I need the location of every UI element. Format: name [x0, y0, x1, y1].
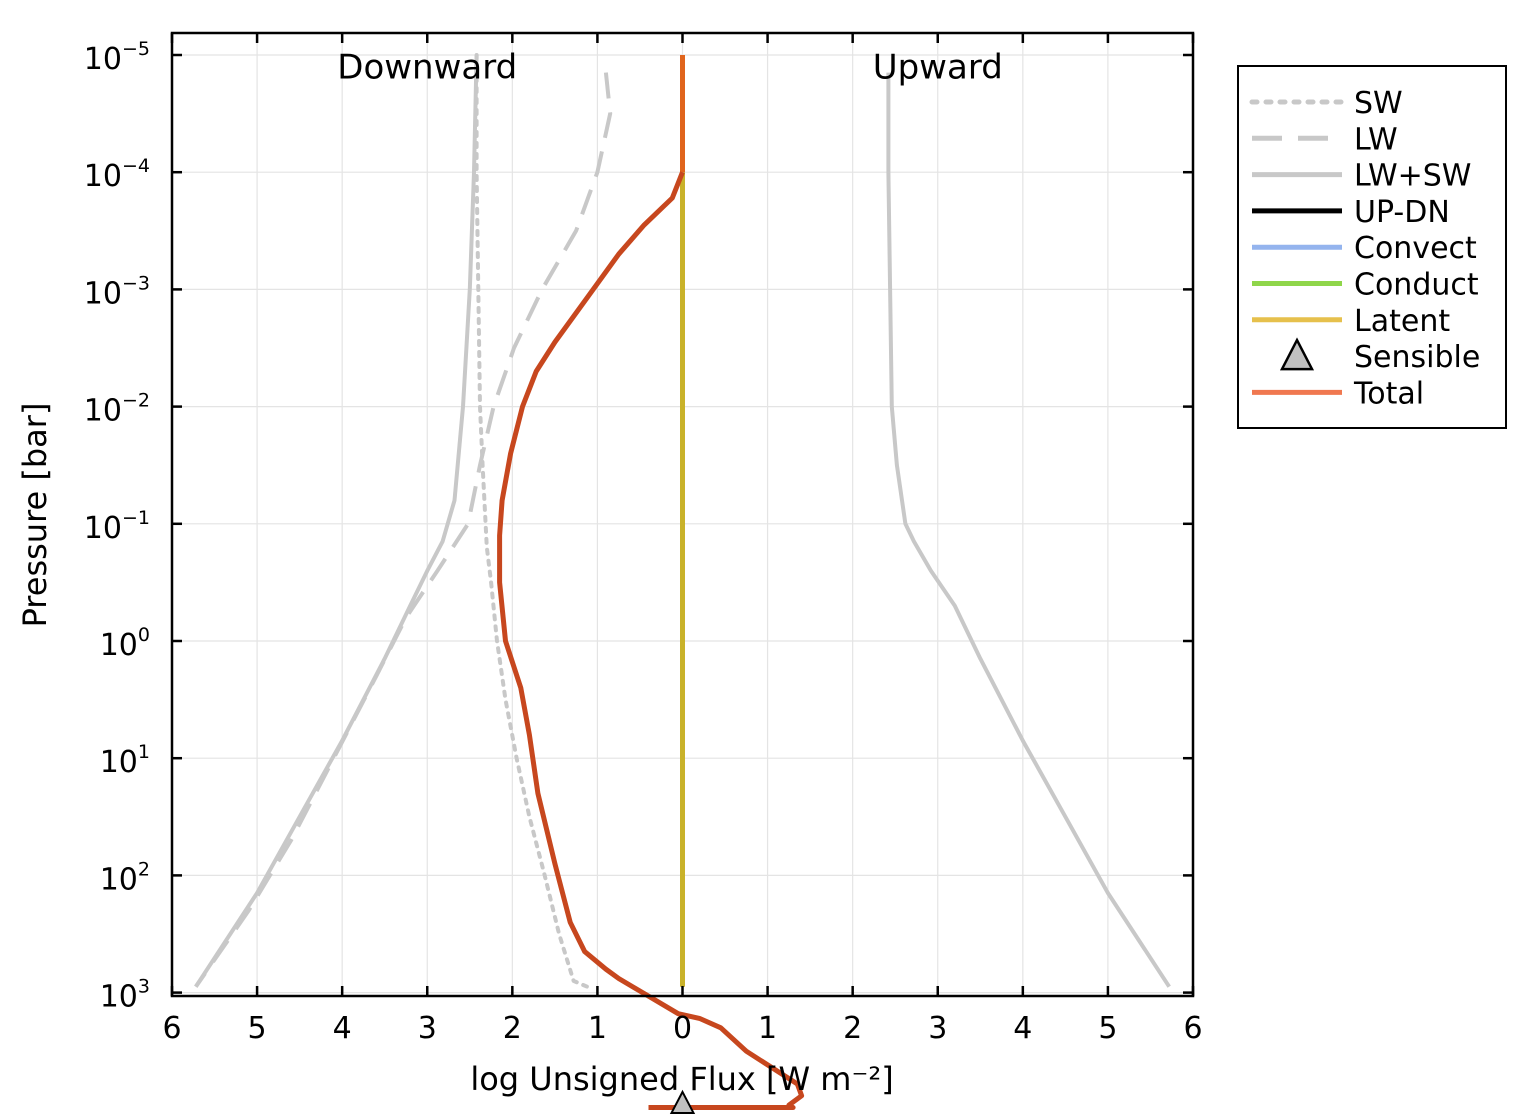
- x-tick-label-11: 5: [1098, 1011, 1117, 1046]
- series-line-3: [886, 72, 1171, 988]
- legend-label-8: Total: [1353, 376, 1424, 411]
- legend-label-7: Sensible: [1354, 340, 1480, 375]
- y-tick-label-5: 100: [100, 624, 150, 663]
- legend-label-2: LW+SW: [1354, 159, 1471, 194]
- legend: SWLWLW+SWUP-DNConvectConductLatentSensib…: [1237, 65, 1507, 429]
- legend-swatch-7: [1279, 337, 1315, 371]
- x-axis-title: log Unsigned Flux [W m⁻²]: [470, 1060, 893, 1098]
- annotation-layer: Downward Upward: [337, 48, 1003, 88]
- x-tick-label-9: 3: [928, 1011, 947, 1046]
- series-line-6: [497, 171, 805, 1110]
- series-line-0: [474, 53, 590, 989]
- legend-label-4: Convect: [1354, 231, 1477, 266]
- annotation-0: Downward: [337, 48, 517, 88]
- y-tick-label-8: 103: [100, 976, 150, 1015]
- legend-label-0: SW: [1354, 86, 1403, 121]
- x-tick-label-1: 5: [248, 1011, 267, 1046]
- x-tick-label-3: 3: [418, 1011, 437, 1046]
- legend-label-1: LW: [1354, 122, 1398, 157]
- y-tick-label-6: 101: [100, 741, 150, 780]
- y-tick-label-7: 102: [100, 858, 150, 897]
- x-tick-label-2: 4: [333, 1011, 352, 1046]
- series-layer: [194, 53, 1171, 1114]
- x-tick-label-8: 2: [843, 1011, 862, 1046]
- y-tick-label-0: 10−5: [84, 38, 150, 77]
- tick-layer: 6 5 4 3 2 1 0 1 2 3 4 5 610−510−410−310−210−11001011…: [84, 33, 1203, 1046]
- legend-label-3: UP-DN: [1354, 195, 1450, 230]
- legend-label-5: Conduct: [1354, 268, 1479, 303]
- y-tick-label-1: 10−4: [84, 155, 150, 194]
- annotation-1: Upward: [873, 48, 1003, 88]
- series-line-2: [194, 54, 479, 988]
- x-tick-label-10: 4: [1013, 1011, 1032, 1046]
- y-tick-label-3: 10−2: [84, 390, 150, 429]
- x-tick-label-6: 0: [673, 1011, 692, 1046]
- y-tick-label-2: 10−3: [84, 272, 150, 311]
- legend-label-6: Latent: [1354, 304, 1450, 339]
- sensible-marker-0: [669, 1089, 696, 1114]
- x-tick-label-0: 6: [162, 1011, 181, 1046]
- x-tick-label-12: 6: [1183, 1011, 1202, 1046]
- x-tick-label-7: 1: [758, 1011, 777, 1046]
- y-tick-label-4: 10−1: [84, 507, 150, 546]
- series-line-1: [194, 72, 613, 988]
- y-axis-title: Pressure [bar]: [16, 403, 54, 628]
- x-tick-label-4: 2: [503, 1011, 522, 1046]
- x-tick-label-5: 1: [588, 1011, 607, 1046]
